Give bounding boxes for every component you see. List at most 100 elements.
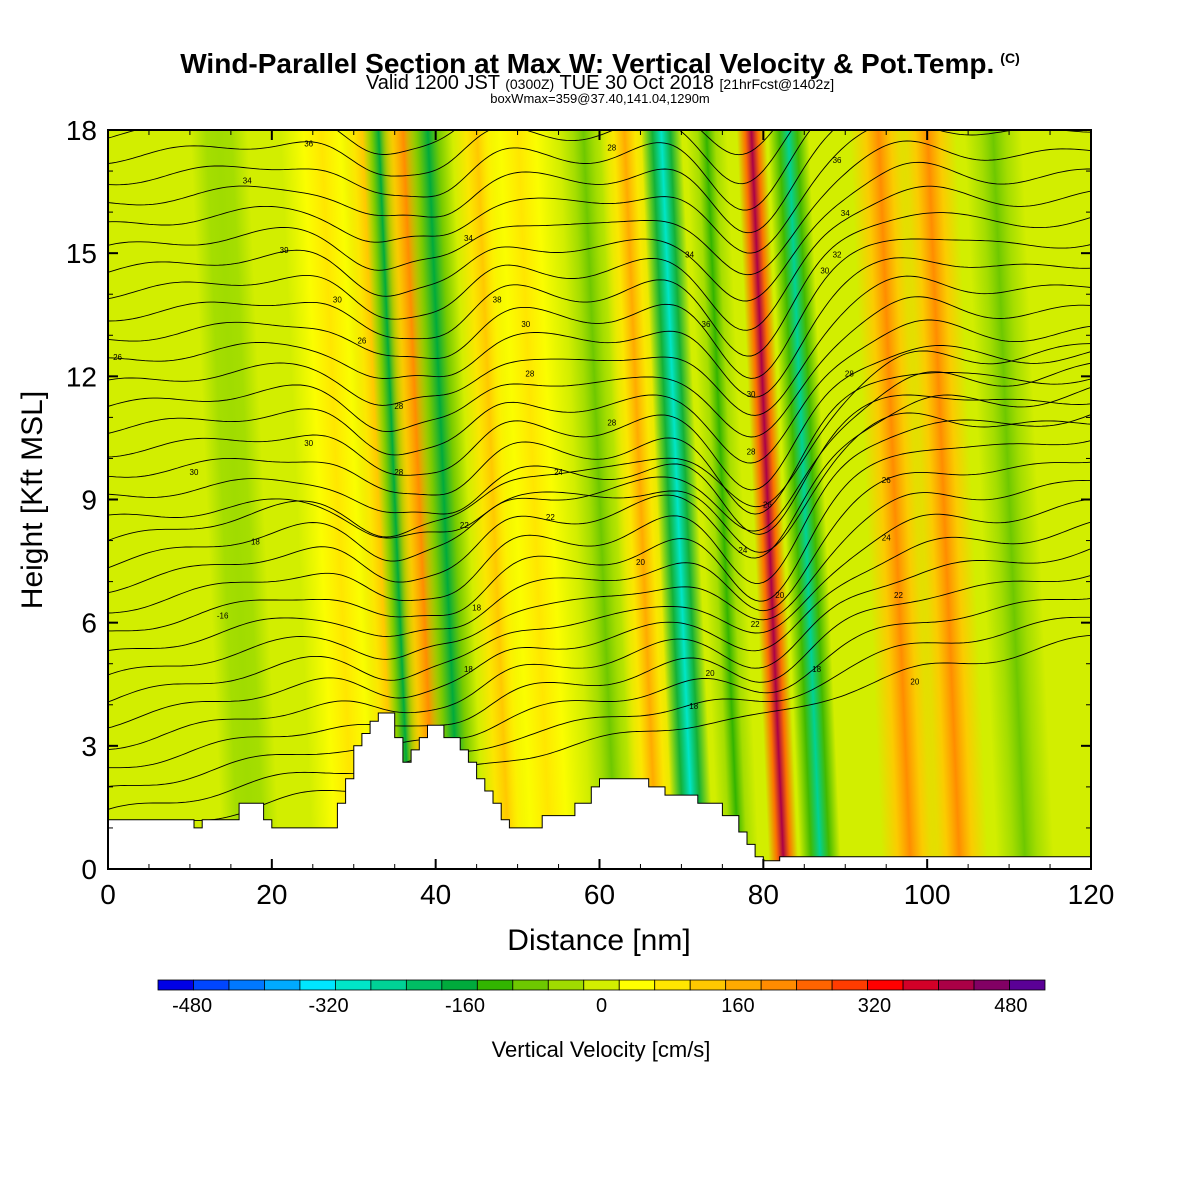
theta-contour bbox=[108, 548, 1091, 751]
velocity-band bbox=[190, 130, 281, 869]
theta-contour bbox=[108, 130, 835, 234]
contour-label: 24 bbox=[882, 534, 891, 543]
contour-label: 24 bbox=[554, 468, 563, 477]
contour-label: 22 bbox=[460, 521, 469, 530]
terrain bbox=[107, 712, 1092, 870]
x-tick-label: 20 bbox=[256, 879, 287, 910]
chart-subtitle: Valid 1200 JST (0300Z) TUE 30 Oct 2018 [… bbox=[0, 72, 1200, 95]
contour-label: 18 bbox=[251, 538, 260, 547]
theta-contour bbox=[108, 440, 1091, 632]
contour-label: 26 bbox=[357, 336, 366, 345]
colorbar-swatch bbox=[796, 979, 833, 991]
colorbar-swatch bbox=[228, 979, 265, 991]
contour-label: 36 bbox=[304, 139, 313, 148]
contour-label: 28 bbox=[845, 369, 854, 378]
contour-label: 28 bbox=[607, 419, 616, 428]
theta-contour bbox=[108, 461, 1091, 652]
colorbar-tick-label: 160 bbox=[721, 995, 754, 1017]
y-tick-label: 15 bbox=[66, 238, 97, 269]
colorbar-swatch bbox=[867, 979, 904, 991]
contour-label: 20 bbox=[636, 558, 645, 567]
contour-label: 20 bbox=[775, 591, 784, 600]
theta-contour bbox=[108, 394, 1091, 535]
theta-contour bbox=[108, 130, 1091, 254]
velocity-band bbox=[599, 130, 682, 869]
theta-contour bbox=[108, 161, 1091, 302]
theta-contour bbox=[108, 386, 1091, 594]
colorbar-swatch bbox=[157, 979, 194, 991]
theta-contour bbox=[108, 212, 1091, 357]
velocity-band bbox=[640, 130, 715, 869]
contour-label: -16 bbox=[217, 612, 229, 621]
contour-label: 30 bbox=[820, 267, 829, 276]
theta-contour bbox=[108, 319, 1091, 464]
colorbar-swatch bbox=[547, 979, 585, 991]
contour-label: 38 bbox=[493, 295, 502, 304]
contour-label: -26 bbox=[110, 353, 122, 362]
forecast-info: [21hrFcst@1402z] bbox=[719, 76, 835, 92]
contour-label: 34 bbox=[464, 234, 473, 243]
colorbar-swatch bbox=[760, 979, 798, 991]
theta-contour bbox=[108, 0, 1091, 103]
colorbar-tick-label: -480 bbox=[172, 995, 212, 1017]
contour-label: 20 bbox=[706, 669, 715, 678]
contour-label: 34 bbox=[685, 250, 694, 259]
x-tick-label: 80 bbox=[748, 879, 779, 910]
valid-date: TUE 30 Oct 2018 bbox=[559, 72, 714, 94]
colorbar-swatch bbox=[264, 979, 301, 991]
velocity-band bbox=[476, 130, 592, 869]
contour-label: 18 bbox=[812, 665, 821, 674]
theta-contour bbox=[108, 257, 1091, 398]
theta-contour bbox=[108, 616, 1091, 810]
colorbar-swatch bbox=[299, 979, 336, 991]
contour-label: 22 bbox=[751, 620, 760, 629]
chart-title: Wind-Parallel Section at Max W: Vertical… bbox=[0, 42, 1200, 80]
colorbar-swatch bbox=[476, 979, 514, 991]
colorbar-tick-label: -320 bbox=[309, 995, 349, 1017]
y-tick-label: 6 bbox=[81, 608, 97, 639]
contour-label: 30 bbox=[747, 390, 756, 399]
colorbar-swatch bbox=[725, 979, 762, 991]
colorbar-swatch bbox=[441, 979, 478, 991]
theta-contour bbox=[108, 574, 1091, 769]
copyright-mark: (C) bbox=[1000, 50, 1020, 66]
colorbar-swatch bbox=[973, 979, 1010, 991]
colorbar-swatch bbox=[193, 979, 230, 991]
theta-contour bbox=[108, 140, 1091, 276]
theta-contour bbox=[108, 130, 811, 211]
x-tick-label: 120 bbox=[1068, 879, 1115, 910]
chart-titles: Wind-Parallel Section at Max W: Vertical… bbox=[0, 0, 1200, 120]
colorbar-swatch bbox=[902, 979, 939, 991]
colorbar-swatch bbox=[618, 979, 656, 991]
colorbar-tick-label: -160 bbox=[445, 995, 485, 1017]
theta-contour bbox=[108, 238, 1091, 379]
theta-contour bbox=[108, 412, 1091, 553]
x-tick-label: 40 bbox=[420, 879, 451, 910]
contour-label: 22 bbox=[894, 591, 903, 600]
contour-label: 39 bbox=[280, 246, 289, 255]
theta-contour bbox=[108, 343, 1091, 541]
contour-label: 28 bbox=[394, 468, 403, 477]
theta-contour bbox=[108, 185, 1091, 331]
velocity-band bbox=[898, 130, 989, 869]
colorbar-swatch bbox=[938, 979, 975, 991]
colorbar-swatch bbox=[334, 979, 372, 991]
y-tick-label: 12 bbox=[66, 361, 97, 392]
chart-title-text: Wind-Parallel Section at Max W: Vertical… bbox=[180, 48, 995, 79]
colorbar-swatch bbox=[405, 979, 443, 991]
y-axis-title: Height [Kft MSL] bbox=[16, 391, 49, 609]
contour-label: 24 bbox=[738, 546, 747, 555]
contour-label: 34 bbox=[243, 176, 252, 185]
colorbar: -480 -320 -160 0 160 320 480 bbox=[157, 979, 1046, 1017]
theta-contour bbox=[108, 634, 1091, 837]
contour-label: 36 bbox=[833, 156, 842, 165]
contour-label: 26 bbox=[763, 501, 772, 510]
velocity-band bbox=[736, 130, 799, 869]
contour-label: 18 bbox=[472, 603, 481, 612]
box-info: boxWmax=359@37.40,141.04,1290m bbox=[490, 91, 710, 106]
y-tick-label: 9 bbox=[81, 485, 97, 516]
contour-label: 34 bbox=[841, 209, 850, 218]
contour-label: 32 bbox=[833, 250, 842, 259]
